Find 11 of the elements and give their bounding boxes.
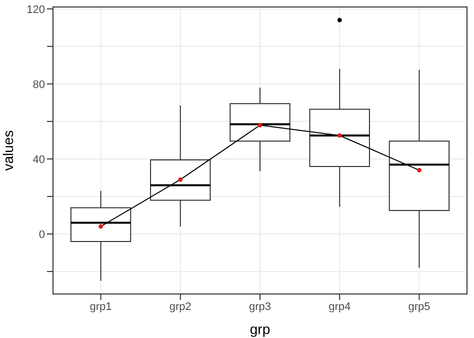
x-tick-label: grp4 [328, 300, 351, 313]
x-axis-title: grp [250, 321, 270, 337]
x-tick-label: grp3 [248, 300, 272, 313]
x-tick-label: grp5 [408, 300, 430, 313]
y-tick-label: 40 [32, 154, 45, 166]
y-axis-title: values [0, 130, 16, 171]
x-tick-label: grp2 [169, 300, 192, 313]
y-tick-label: 80 [32, 78, 45, 91]
y-tick-label: 0 [38, 228, 45, 241]
y-tick-label: 120 [26, 4, 45, 16]
x-tick-label: grp1 [90, 300, 112, 313]
